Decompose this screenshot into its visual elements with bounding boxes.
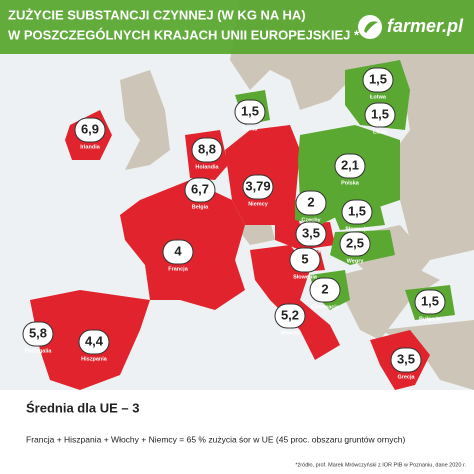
country-value: 3,79 bbox=[245, 178, 270, 193]
country-name: Litwa bbox=[373, 129, 388, 135]
country-name: Francja bbox=[168, 266, 189, 272]
badge bbox=[295, 190, 327, 216]
country-name: Łotwa bbox=[370, 94, 387, 100]
badge bbox=[390, 347, 422, 373]
note: Francja + Hiszpania + Włochy + Niemcy = … bbox=[26, 434, 406, 444]
country-name: Niemcy bbox=[248, 201, 269, 207]
country-name: Słowacja bbox=[345, 226, 369, 232]
badge bbox=[334, 153, 366, 179]
country-value: 5 bbox=[301, 251, 308, 266]
country-value: 1,5 bbox=[369, 71, 387, 86]
badge bbox=[162, 239, 194, 265]
country-name: Holandia bbox=[195, 164, 219, 170]
badge bbox=[364, 102, 396, 128]
country-name: Grecja bbox=[397, 374, 415, 380]
country-value: 1,5 bbox=[348, 203, 366, 218]
badge bbox=[191, 137, 223, 163]
logo-leaf bbox=[364, 21, 378, 33]
badge bbox=[22, 321, 54, 347]
title-line: ZUŻYCIE SUBSTANCJI CZYNNEJ (W KG NA HA) bbox=[8, 7, 306, 22]
country-value: 1,5 bbox=[241, 103, 259, 118]
footer-bg bbox=[0, 390, 474, 474]
country-value: 1,5 bbox=[421, 293, 439, 308]
country-value: 5,2 bbox=[281, 307, 299, 322]
country-value: 2,1 bbox=[341, 157, 359, 172]
country-value: 3,5 bbox=[397, 351, 415, 366]
country-name: Włochy bbox=[280, 330, 300, 336]
badge bbox=[414, 289, 446, 315]
header-band bbox=[0, 0, 474, 54]
badge bbox=[74, 117, 106, 143]
source: *źródło, prof. Marek Mrówczyński z IOR P… bbox=[295, 462, 466, 468]
badge bbox=[274, 303, 306, 329]
badge bbox=[362, 67, 394, 93]
badge bbox=[78, 329, 110, 355]
country-value: 5,8 bbox=[29, 325, 47, 340]
country-value: 1,5 bbox=[371, 106, 389, 121]
title-line: W POSZCZEGÓLNYCH KRAJACH UNII EUROPEJSKI… bbox=[8, 27, 360, 42]
country-name: Chorwacja bbox=[311, 304, 340, 310]
country-value: 4,4 bbox=[85, 333, 104, 348]
country-value: 6,7 bbox=[191, 181, 209, 196]
country-value: 2,5 bbox=[346, 235, 364, 250]
badge bbox=[295, 221, 327, 247]
country-name: Węgry bbox=[347, 258, 365, 264]
average: Średnia dla UE – 3 bbox=[26, 400, 139, 415]
country-name: Belgia bbox=[192, 204, 209, 210]
badge bbox=[184, 177, 216, 203]
badge bbox=[289, 247, 321, 273]
country-name: Portugalia bbox=[25, 348, 53, 354]
country-value: 2 bbox=[307, 194, 314, 209]
badge bbox=[234, 99, 266, 125]
country-name: Dania bbox=[243, 126, 259, 132]
badge bbox=[309, 277, 341, 303]
logo: farmer.pl bbox=[387, 16, 464, 36]
country-value: 8,8 bbox=[198, 141, 216, 156]
country-value: 4 bbox=[174, 243, 182, 258]
country-value: 2 bbox=[321, 281, 328, 296]
country-value: 6,9 bbox=[81, 121, 99, 136]
badge bbox=[242, 174, 274, 200]
badge bbox=[341, 199, 373, 225]
country-name: Polska bbox=[341, 180, 360, 186]
country-badges: 6,9 Irlandia 1,5 Dania 1,5 Łotwa 1,5 Litwa 8,8 Ho… bbox=[22, 67, 446, 380]
country-value: 3,5 bbox=[302, 225, 320, 240]
country-name: Hiszpania bbox=[81, 356, 108, 362]
country-name: Czechy bbox=[301, 217, 321, 223]
country-name: Irlandia bbox=[80, 144, 101, 150]
country-name: Słowenia bbox=[293, 274, 318, 280]
country-name: Bułgaria bbox=[419, 316, 442, 322]
badge bbox=[339, 231, 371, 257]
